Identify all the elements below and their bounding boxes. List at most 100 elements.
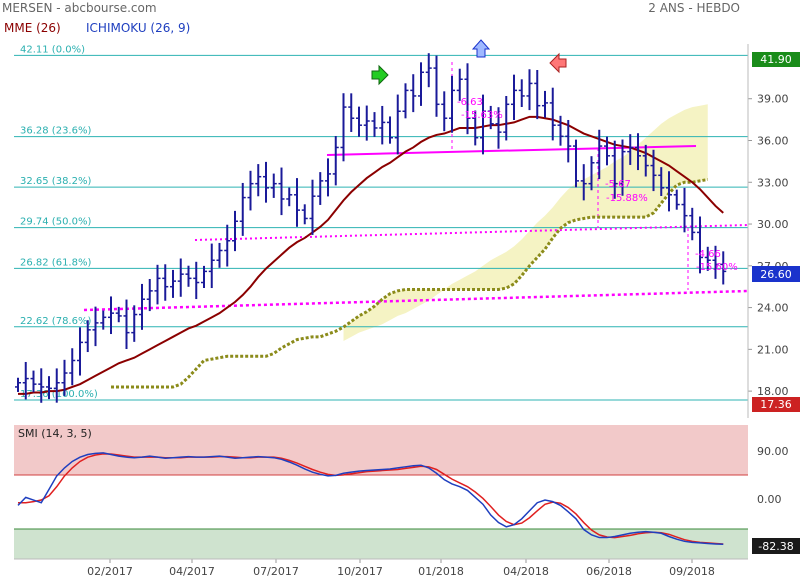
price-bar (433, 55, 440, 117)
price-bar (557, 115, 564, 146)
price-bar (650, 149, 657, 192)
price-bar (216, 242, 223, 268)
svg-text:41.90: 41.90 (760, 53, 792, 66)
price-bar (681, 187, 688, 233)
price-bar (115, 306, 122, 323)
svg-text:-82.38: -82.38 (758, 540, 793, 553)
price-bar (84, 320, 91, 353)
price-bar (464, 63, 471, 135)
price-bar (689, 207, 696, 241)
price-tick-label: 24.00 (757, 302, 789, 315)
price-bar (487, 105, 494, 130)
price-bar (61, 359, 68, 396)
price-bar (480, 94, 486, 155)
smi-tick-90: 90.00 (757, 445, 789, 458)
price-bar (356, 106, 362, 137)
time-tick-label: 07/2017 (253, 565, 299, 578)
price-bar (92, 306, 99, 347)
fib-label-0: 42.11 (0.0%) (20, 44, 85, 55)
price-bar (77, 327, 83, 376)
price-bar (619, 139, 626, 196)
price-bar (472, 110, 479, 146)
fib-label-4: 26.82 (61.8%) (20, 257, 91, 268)
price-bar (22, 361, 29, 400)
smi-title: SMI (14, 3, 5) (18, 427, 92, 440)
price-bar (542, 90, 548, 118)
trend-lines (83, 62, 749, 312)
last-price-tag: 26.60 (752, 266, 800, 282)
smi-last-value-tag: -82.38 (752, 538, 800, 554)
annotation-drop-2-abs: -5.67 (605, 179, 631, 190)
smi-lines (17, 452, 724, 545)
price-bar (441, 91, 448, 132)
price-bar (239, 182, 246, 236)
price-tick-label: 18.00 (757, 385, 789, 398)
price-bar (123, 299, 130, 350)
annotation-drop-2-pct: -15.88% (606, 193, 648, 204)
price-bar (449, 75, 455, 133)
resistance-line (326, 145, 697, 156)
price-bar (526, 69, 533, 111)
fib-label-1: 36.28 (23.6%) (20, 126, 91, 137)
support-line-upper (194, 224, 749, 241)
price-bar (15, 377, 21, 392)
mme-line (18, 115, 724, 395)
price-bar (131, 305, 138, 342)
price-bar (108, 296, 114, 335)
price-bar (518, 79, 525, 108)
price-bar (177, 258, 184, 297)
annotation-drop-1-pct: -15.63% (461, 110, 503, 121)
time-tick-label: 06/2018 (586, 565, 632, 578)
annotation-drop-3-pct: -15.60% (696, 262, 738, 273)
smi-overbought-zone (14, 425, 748, 475)
price-bar (286, 187, 293, 207)
price-bar (146, 279, 153, 312)
mme-polyline (18, 115, 724, 395)
price-bar (596, 129, 603, 180)
price-bar (30, 370, 37, 393)
price-bar (185, 265, 192, 287)
low-tag: 17.36 (752, 397, 800, 412)
svg-text:26.60: 26.60 (760, 268, 792, 281)
price-bar (704, 246, 711, 271)
senkou-b-polyline (111, 178, 709, 389)
indicator-label-ichimoku: ICHIMOKU (26, 9) (86, 21, 190, 35)
price-bar (294, 178, 300, 227)
time-tick-label: 02/2017 (87, 565, 133, 578)
price-bar (100, 310, 107, 330)
price-bar (46, 376, 52, 400)
price-bar (208, 243, 215, 289)
time-tick-label: 04/2017 (169, 565, 215, 578)
price-bars (15, 53, 727, 403)
price-tick-label: 21.00 (757, 343, 789, 356)
price-bar (410, 74, 417, 113)
fib-label-5: 22.62 (78.6%) (20, 316, 91, 327)
time-tick-label: 01/2018 (418, 565, 464, 578)
buy-arrow-icon (371, 64, 389, 86)
price-bar (387, 116, 393, 144)
support-line-lower (83, 289, 749, 312)
time-tick-label: 04/2018 (503, 565, 549, 578)
annotation-drop-1-abs: -6.63 (457, 97, 483, 108)
price-bar (278, 167, 285, 216)
price-bar (379, 105, 386, 145)
price-bar (201, 265, 207, 289)
price-bar (232, 210, 238, 252)
price-panel: 42.11 (0.0%) 36.28 (23.6%) 32.65 (38.2%) 29… (14, 39, 749, 403)
price-bar (301, 204, 308, 225)
price-bar (642, 144, 649, 177)
price-bar (69, 348, 76, 386)
price-tick-label: 33.00 (757, 176, 789, 189)
price-bar (673, 189, 680, 210)
price-bar (332, 135, 339, 186)
fibonacci-levels: 42.11 (0.0%) 36.28 (23.6%) 32.65 (38.2%) 29… (14, 44, 748, 401)
cloud-area (343, 104, 708, 341)
price-bar (371, 112, 378, 137)
price-bar (565, 119, 572, 163)
fib-label-6: 17.36 (100.0%) (20, 389, 98, 400)
price-bar (139, 283, 145, 330)
price-bar (247, 170, 254, 211)
price-bar (611, 140, 618, 199)
symbol-label: MERSEN - abcbourse.com (2, 1, 157, 15)
smi-main-line (17, 452, 724, 545)
